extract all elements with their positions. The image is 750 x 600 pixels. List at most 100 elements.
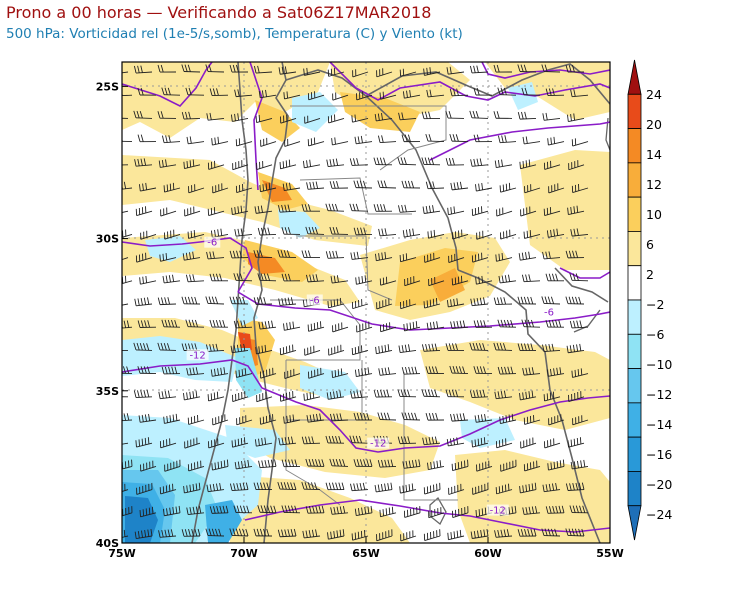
wind-barb — [122, 529, 129, 538]
wind-barb — [139, 275, 157, 285]
colorbar-swatch — [627, 128, 642, 164]
wind-barb — [354, 505, 373, 516]
wind-barb — [401, 180, 421, 189]
wind-barb — [133, 389, 153, 398]
wind-barb — [187, 460, 205, 472]
wind-barb — [402, 459, 421, 469]
wind-barb — [161, 135, 181, 144]
colorbar-label: −16 — [646, 447, 672, 462]
wind-barb — [305, 458, 325, 467]
wind-barb — [158, 529, 177, 538]
wind-barb — [138, 182, 157, 192]
wind-barb — [449, 88, 469, 97]
wind-barb — [350, 251, 369, 260]
wind-barb — [229, 482, 249, 491]
wind-barb — [207, 160, 225, 170]
y-axis: 25S 30S 35S 40S — [96, 80, 128, 550]
wind-barb — [209, 319, 229, 328]
wind-barb — [472, 482, 489, 495]
wind-barb — [569, 505, 589, 514]
wind-barb — [327, 114, 345, 124]
wind-barb — [545, 319, 565, 328]
wind-barb — [306, 413, 325, 423]
wind-barb — [329, 181, 349, 189]
colorbar-swatch — [627, 299, 642, 335]
wind-barb — [495, 483, 513, 495]
wind-barb — [257, 273, 277, 282]
temperature-label-bg — [541, 306, 557, 318]
wind-barb — [518, 251, 537, 261]
wind-barb — [122, 210, 129, 213]
wind-barb — [284, 138, 301, 147]
wind-barb — [350, 390, 369, 399]
x-tick-label: 65W — [352, 547, 379, 560]
wind-barb — [548, 414, 565, 426]
wind-barb — [232, 391, 249, 403]
wind-barb — [569, 273, 589, 282]
wind-barb — [254, 205, 273, 214]
wind-barb — [186, 136, 205, 145]
wind-barb — [230, 113, 249, 122]
wind-barb — [570, 228, 589, 237]
wind-barb — [282, 182, 301, 192]
colorbar-label: −10 — [646, 357, 672, 372]
wind-barb — [304, 345, 321, 356]
wind-barb — [399, 253, 417, 263]
wind-barb — [571, 368, 589, 378]
wind-barb — [302, 159, 321, 169]
x-tick-label: 70W — [230, 547, 257, 560]
wind-barb — [325, 435, 345, 444]
wind-barb — [451, 459, 469, 472]
wind-barb — [446, 437, 465, 447]
wind-barb — [542, 112, 561, 121]
wind-barb — [545, 88, 565, 97]
wind-barb — [253, 482, 273, 491]
wind-barb — [211, 459, 229, 471]
wind-barb — [137, 87, 157, 96]
wind-barb — [349, 203, 369, 212]
wind-barb — [279, 344, 297, 356]
wind-barb — [565, 250, 585, 259]
wind-barb — [157, 342, 177, 351]
temperature-label: -12 — [189, 350, 205, 361]
wind-barb — [425, 133, 445, 143]
wind-barb — [565, 528, 585, 537]
wind-barb — [421, 343, 441, 352]
wind-barb — [520, 206, 537, 217]
wind-barb — [517, 296, 537, 305]
wind-barb — [373, 389, 393, 398]
wind-barb — [523, 460, 541, 472]
wind-barb — [353, 412, 373, 421]
wind-barb — [425, 412, 445, 421]
wind-barb — [350, 482, 369, 492]
wind-barb — [209, 273, 229, 282]
wind-barb — [254, 437, 273, 447]
wind-barb — [470, 297, 489, 307]
wind-barb — [230, 343, 249, 354]
wind-barb — [422, 205, 441, 214]
wind-barb — [426, 321, 445, 331]
wind-barb — [281, 459, 301, 468]
wind-barb — [469, 110, 489, 119]
wind-barb — [331, 368, 349, 379]
wind-barb — [473, 320, 493, 328]
wind-barb — [186, 506, 205, 515]
wind-barb — [332, 322, 349, 333]
wind-barb — [231, 205, 249, 216]
wind-barb — [281, 227, 301, 235]
wind-barb — [278, 66, 297, 75]
wind-barb — [163, 182, 181, 193]
wind-barb — [447, 529, 465, 541]
wind-barb — [402, 90, 421, 99]
wind-barb — [470, 158, 489, 167]
wind-barb — [234, 228, 253, 237]
wind-barb — [517, 528, 537, 537]
wind-barb — [374, 112, 393, 122]
wind-barb — [308, 367, 325, 379]
wind-barb — [519, 159, 537, 170]
wind-barb — [522, 136, 541, 145]
wind-barb — [185, 87, 205, 96]
wind-barb — [498, 274, 517, 284]
wind-barb — [187, 415, 205, 425]
